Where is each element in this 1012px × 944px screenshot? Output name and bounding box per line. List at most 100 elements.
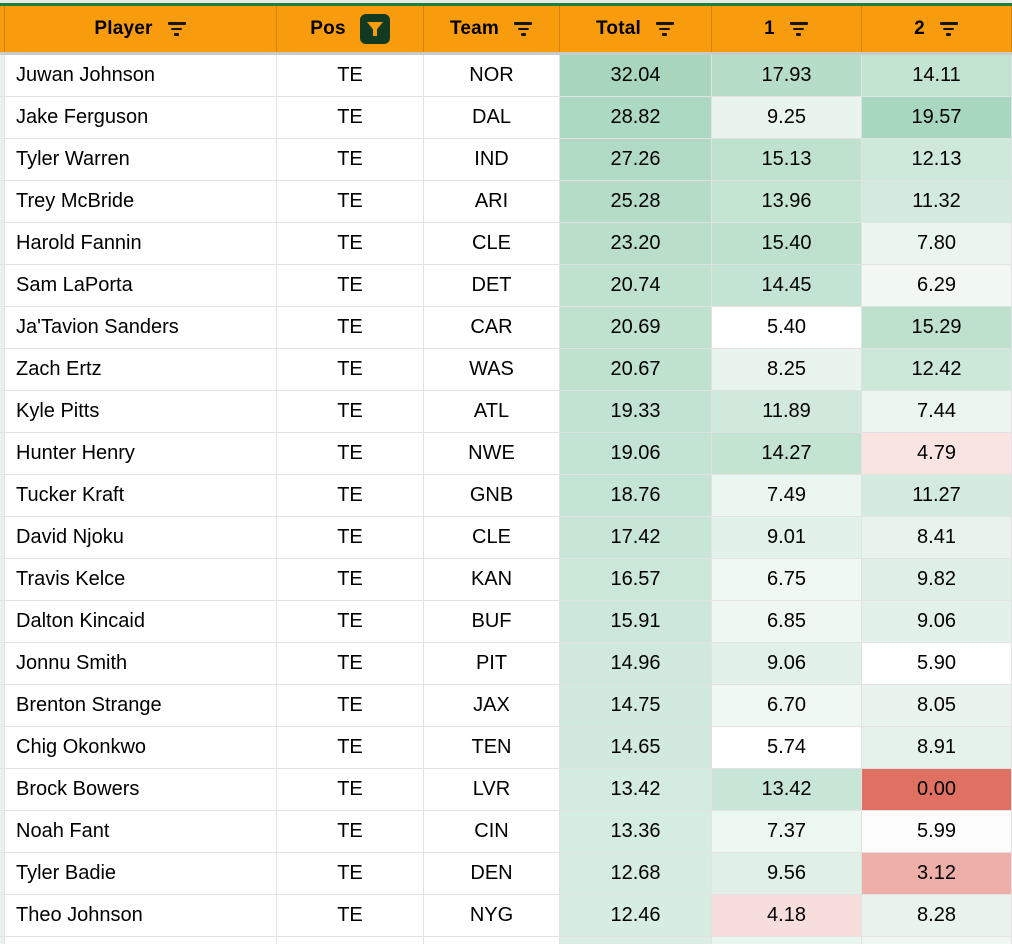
column-header-pos[interactable]: Pos <box>277 6 424 52</box>
cell-week2[interactable]: 7.80 <box>862 223 1012 265</box>
cell-team[interactable]: JAX <box>424 685 560 727</box>
cell-team[interactable]: NYG <box>424 895 560 937</box>
cell-total[interactable]: 18.76 <box>560 475 712 517</box>
cell-team[interactable]: DEN <box>424 853 560 895</box>
cell-pos[interactable]: TE <box>277 517 424 559</box>
cell-player[interactable]: David Njoku <box>5 517 277 559</box>
cell-team[interactable]: TEN <box>424 727 560 769</box>
cell-pos[interactable]: TE <box>277 727 424 769</box>
cell-week2[interactable]: 8.91 <box>862 727 1012 769</box>
cell-week1[interactable]: 5.74 <box>712 727 862 769</box>
cell-total[interactable]: 12.68 <box>560 853 712 895</box>
cell-player[interactable]: Brock Bowers <box>5 769 277 811</box>
cell-total[interactable]: 17.42 <box>560 517 712 559</box>
cell-pos[interactable]: TE <box>277 643 424 685</box>
cell-player[interactable]: Chig Okonkwo <box>5 727 277 769</box>
cell-pos[interactable]: TE <box>277 181 424 223</box>
filter-icon[interactable] <box>655 22 675 36</box>
cell-player[interactable]: Dalton Kincaid <box>5 601 277 643</box>
cell-team[interactable]: PIT <box>424 643 560 685</box>
cell-week1[interactable]: 4.18 <box>712 895 862 937</box>
column-header-team[interactable]: Team <box>424 6 560 52</box>
cell-total[interactable]: 32.04 <box>560 55 712 97</box>
cell-team[interactable]: BUF <box>424 601 560 643</box>
cell-player[interactable]: Tyler Warren <box>5 139 277 181</box>
cell-pos[interactable]: TE <box>277 811 424 853</box>
cell-total[interactable]: 20.69 <box>560 307 712 349</box>
cell-player[interactable]: Trey McBride <box>5 181 277 223</box>
cell-player[interactable]: Harold Fannin <box>5 223 277 265</box>
cell-player[interactable]: Hunter Henry <box>5 433 277 475</box>
cell-team[interactable]: KAN <box>424 559 560 601</box>
cell-total[interactable]: 19.33 <box>560 391 712 433</box>
cell-pos[interactable]: TE <box>277 601 424 643</box>
cell-week1[interactable]: 6.85 <box>712 601 862 643</box>
cell-week2[interactable]: 5.99 <box>862 811 1012 853</box>
cell-total[interactable]: 27.26 <box>560 139 712 181</box>
cell-total[interactable]: 23.20 <box>560 223 712 265</box>
cell-team[interactable]: IND <box>424 139 560 181</box>
cell-week2[interactable]: 9.82 <box>862 559 1012 601</box>
cell-team[interactable]: CAR <box>424 307 560 349</box>
cell-week1[interactable]: 8.25 <box>712 349 862 391</box>
column-header-w1[interactable]: 1 <box>712 6 862 52</box>
cell-week1[interactable]: 13.96 <box>712 181 862 223</box>
cell-pos[interactable]: TE <box>277 391 424 433</box>
cell-team[interactable]: ARI <box>424 181 560 223</box>
partial-cell[interactable] <box>712 937 862 944</box>
cell-team[interactable]: NWE <box>424 433 560 475</box>
cell-pos[interactable]: TE <box>277 559 424 601</box>
cell-week2[interactable]: 19.57 <box>862 97 1012 139</box>
cell-week1[interactable]: 7.49 <box>712 475 862 517</box>
cell-team[interactable]: ATL <box>424 391 560 433</box>
partial-cell[interactable] <box>424 937 560 944</box>
cell-week1[interactable]: 14.27 <box>712 433 862 475</box>
cell-team[interactable]: NOR <box>424 55 560 97</box>
cell-week1[interactable]: 7.37 <box>712 811 862 853</box>
cell-team[interactable]: GNB <box>424 475 560 517</box>
cell-pos[interactable]: TE <box>277 139 424 181</box>
cell-total[interactable]: 14.96 <box>560 643 712 685</box>
cell-week1[interactable]: 13.42 <box>712 769 862 811</box>
cell-week1[interactable]: 6.75 <box>712 559 862 601</box>
cell-pos[interactable]: TE <box>277 475 424 517</box>
cell-week2[interactable]: 4.79 <box>862 433 1012 475</box>
cell-pos[interactable]: TE <box>277 685 424 727</box>
cell-week1[interactable]: 11.89 <box>712 391 862 433</box>
cell-total[interactable]: 13.42 <box>560 769 712 811</box>
cell-week1[interactable]: 15.40 <box>712 223 862 265</box>
cell-pos[interactable]: TE <box>277 853 424 895</box>
cell-player[interactable]: Noah Fant <box>5 811 277 853</box>
cell-week1[interactable]: 9.56 <box>712 853 862 895</box>
cell-total[interactable]: 15.91 <box>560 601 712 643</box>
cell-week2[interactable]: 11.32 <box>862 181 1012 223</box>
cell-week1[interactable]: 9.25 <box>712 97 862 139</box>
cell-pos[interactable]: TE <box>277 307 424 349</box>
cell-pos[interactable]: TE <box>277 895 424 937</box>
cell-player[interactable]: Brenton Strange <box>5 685 277 727</box>
cell-week2[interactable]: 7.44 <box>862 391 1012 433</box>
cell-pos[interactable]: TE <box>277 265 424 307</box>
partial-cell[interactable] <box>5 937 277 944</box>
cell-week1[interactable]: 14.45 <box>712 265 862 307</box>
partial-cell[interactable] <box>560 937 712 944</box>
filter-icon[interactable] <box>939 22 959 36</box>
cell-week2[interactable]: 0.00 <box>862 769 1012 811</box>
cell-team[interactable]: DAL <box>424 97 560 139</box>
column-header-w2[interactable]: 2 <box>862 6 1012 52</box>
cell-player[interactable]: Kyle Pitts <box>5 391 277 433</box>
cell-week2[interactable]: 8.41 <box>862 517 1012 559</box>
cell-week1[interactable]: 17.93 <box>712 55 862 97</box>
cell-total[interactable]: 14.75 <box>560 685 712 727</box>
active-filter-icon[interactable] <box>359 14 390 44</box>
cell-week1[interactable]: 6.70 <box>712 685 862 727</box>
cell-week2[interactable]: 6.29 <box>862 265 1012 307</box>
cell-team[interactable]: DET <box>424 265 560 307</box>
cell-player[interactable]: Zach Ertz <box>5 349 277 391</box>
cell-week1[interactable]: 5.40 <box>712 307 862 349</box>
cell-team[interactable]: LVR <box>424 769 560 811</box>
cell-week2[interactable]: 12.42 <box>862 349 1012 391</box>
cell-week2[interactable]: 9.06 <box>862 601 1012 643</box>
cell-pos[interactable]: TE <box>277 97 424 139</box>
cell-total[interactable]: 14.65 <box>560 727 712 769</box>
